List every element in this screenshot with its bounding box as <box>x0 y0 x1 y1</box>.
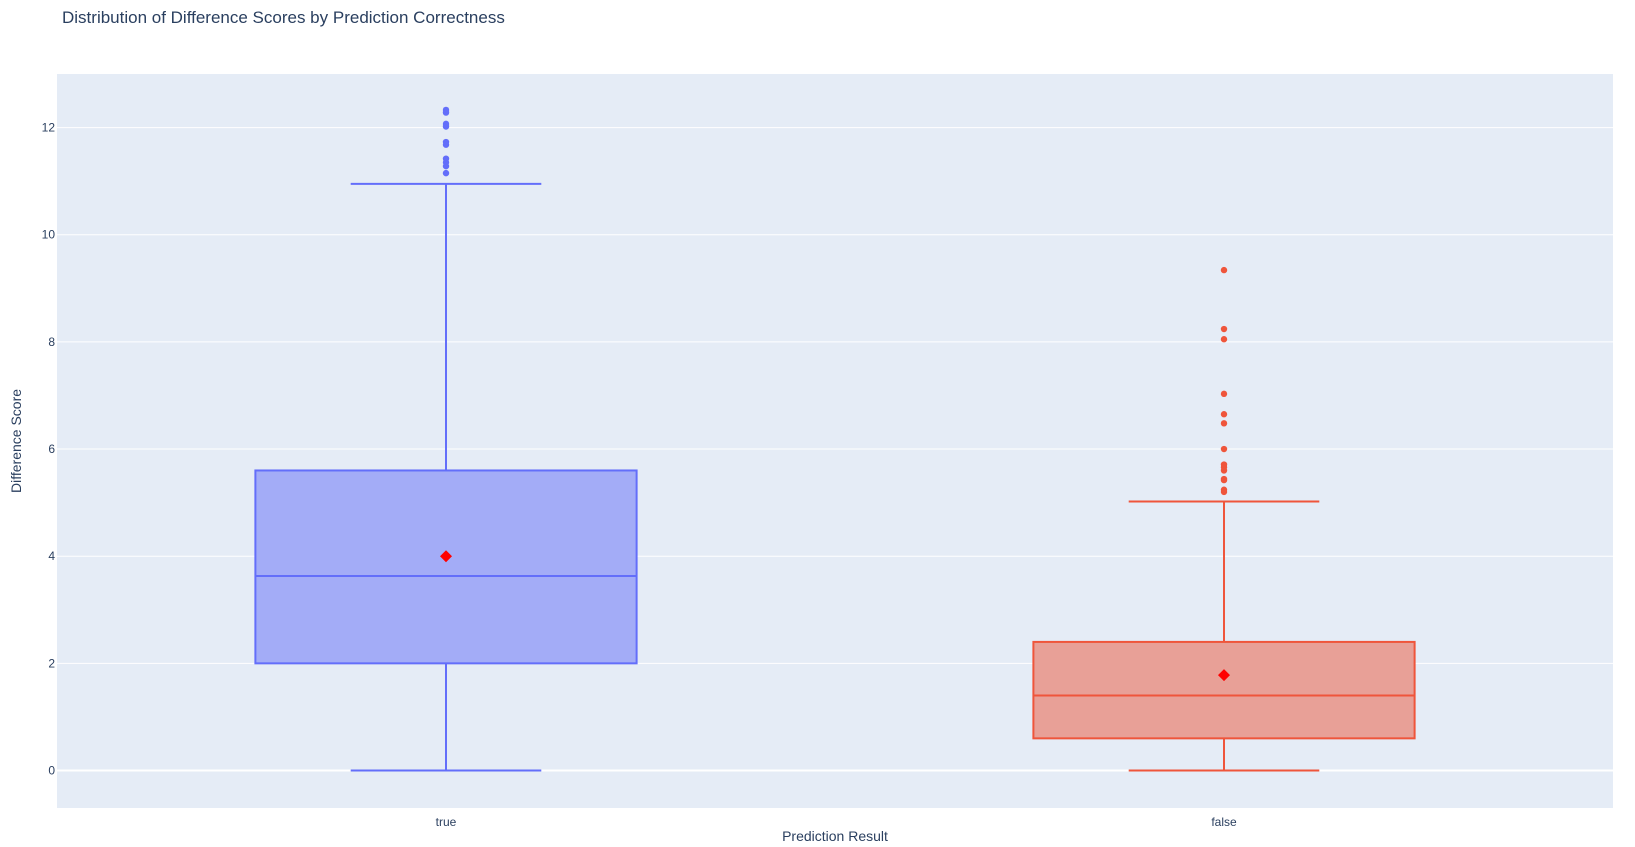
outlier-point-true-7 <box>442 120 450 128</box>
outlier-point-false-11 <box>1220 336 1228 343</box>
outlier-point-false-10 <box>1220 390 1228 398</box>
y-tick-label-4: 4 <box>48 549 55 563</box>
y-tick-label-12: 12 <box>42 121 56 135</box>
box-series <box>254 106 1416 772</box>
mean-marker-false <box>1218 669 1230 682</box>
x-axis-ticks: true false <box>436 815 1237 829</box>
y-tick-label-8: 8 <box>48 335 55 349</box>
outlier-point-false-9 <box>1220 411 1228 418</box>
iqr-box-false <box>1032 640 1416 740</box>
outlier-point-false-13 <box>1220 266 1228 274</box>
outlier-point-false-1 <box>1220 486 1228 493</box>
x-tick-label-false: false <box>1211 815 1237 829</box>
outlier-point-false-8 <box>1220 420 1228 427</box>
chart-title: Distribution of Difference Scores by Pre… <box>62 8 505 27</box>
outlier-point-true-0 <box>442 169 450 177</box>
x-tick-label-true: true <box>436 815 457 829</box>
y-tick-label-6: 6 <box>48 442 55 456</box>
mean-marker-true <box>440 550 452 563</box>
box-false <box>1032 266 1416 772</box>
y-axis-title: Difference Score <box>8 389 24 493</box>
outlier-point-false-12 <box>1220 325 1228 333</box>
box-true <box>254 106 638 772</box>
y-tick-label-2: 2 <box>48 656 55 670</box>
outlier-point-false-7 <box>1220 445 1228 453</box>
iqr-box-true <box>254 469 638 665</box>
outlier-point-true-3 <box>442 155 450 162</box>
x-axis-title: Prediction Result <box>782 828 888 844</box>
y-tick-label-0: 0 <box>48 763 55 777</box>
y-tick-label-10: 10 <box>42 228 56 242</box>
outlier-point-false-3 <box>1220 475 1228 483</box>
outlier-point-false-6 <box>1220 461 1228 468</box>
outlier-point-true-5 <box>442 138 450 146</box>
outlier-point-true-9 <box>442 106 450 114</box>
y-axis-ticks: 0 2 4 6 8 10 12 <box>42 121 56 778</box>
